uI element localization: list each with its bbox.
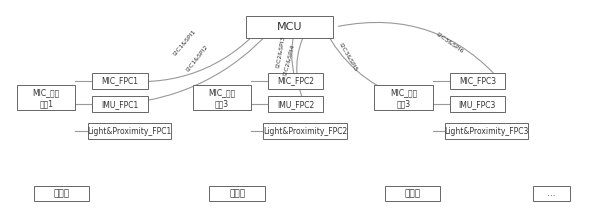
Text: Light&Proximity_FPC1: Light&Proximity_FPC1 (87, 127, 171, 136)
Text: I2C1&SPI2: I2C1&SPI2 (185, 44, 209, 72)
FancyBboxPatch shape (264, 123, 346, 139)
Text: I2C2&SPI4: I2C2&SPI4 (283, 44, 296, 77)
FancyBboxPatch shape (17, 86, 75, 110)
Text: 第三路: 第三路 (405, 189, 421, 198)
Text: MIC_FPC1: MIC_FPC1 (102, 76, 139, 85)
FancyBboxPatch shape (192, 86, 251, 110)
FancyBboxPatch shape (87, 123, 171, 139)
Text: ...: ... (547, 189, 556, 198)
Text: I2C1&SPI1: I2C1&SPI1 (172, 29, 197, 57)
FancyBboxPatch shape (450, 73, 505, 89)
Text: MIC_驱动
电路1: MIC_驱动 电路1 (33, 88, 60, 108)
FancyBboxPatch shape (375, 86, 432, 110)
Text: IMU_FPC1: IMU_FPC1 (102, 100, 139, 109)
Text: MIC_FPC3: MIC_FPC3 (459, 76, 496, 85)
Text: 第一路: 第一路 (54, 189, 70, 198)
Text: I2C3&SPI5: I2C3&SPI5 (338, 42, 359, 72)
Text: I2C2&SPI3: I2C2&SPI3 (275, 35, 286, 68)
Text: MIC_驱动
电路3: MIC_驱动 电路3 (390, 88, 417, 108)
FancyBboxPatch shape (209, 186, 265, 201)
Text: MIC_FPC2: MIC_FPC2 (277, 76, 314, 85)
FancyBboxPatch shape (268, 96, 323, 112)
FancyBboxPatch shape (385, 186, 440, 201)
FancyBboxPatch shape (246, 16, 333, 38)
FancyBboxPatch shape (92, 96, 148, 112)
Text: I2C3&SPI6: I2C3&SPI6 (435, 32, 464, 54)
FancyBboxPatch shape (445, 123, 529, 139)
Text: MIC_驱动
电路3: MIC_驱动 电路3 (208, 88, 235, 108)
FancyBboxPatch shape (450, 96, 505, 112)
Text: 第二路: 第二路 (229, 189, 245, 198)
Text: Light&Proximity_FPC3: Light&Proximity_FPC3 (445, 127, 529, 136)
Text: IMU_FPC2: IMU_FPC2 (277, 100, 314, 109)
FancyBboxPatch shape (533, 186, 570, 201)
FancyBboxPatch shape (92, 73, 148, 89)
FancyBboxPatch shape (268, 73, 323, 89)
Text: Light&Proximity_FPC2: Light&Proximity_FPC2 (263, 127, 347, 136)
Text: IMU_FPC3: IMU_FPC3 (459, 100, 496, 109)
Text: MCU: MCU (277, 22, 302, 32)
FancyBboxPatch shape (34, 186, 89, 201)
